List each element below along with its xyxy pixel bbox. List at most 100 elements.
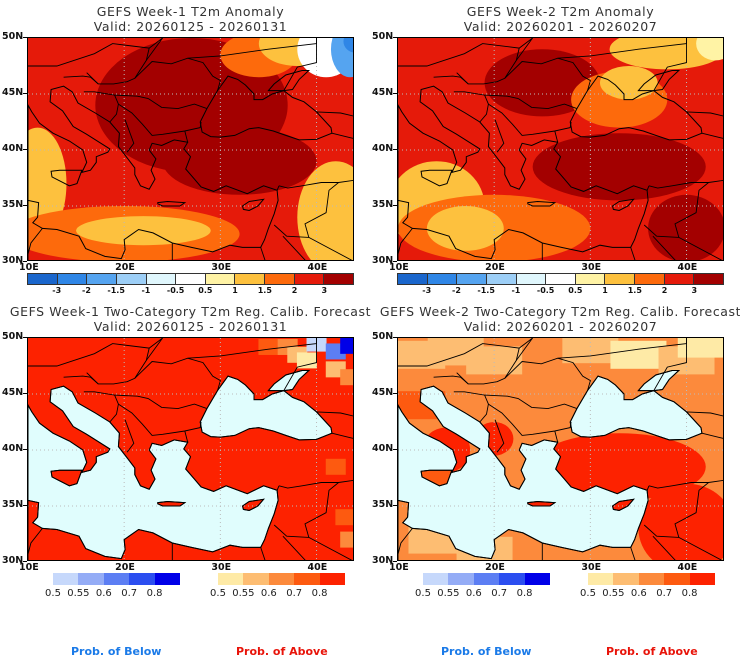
probability-region xyxy=(638,483,723,560)
anomaly-region xyxy=(532,133,706,201)
country-border xyxy=(28,338,163,367)
country-border xyxy=(283,338,317,391)
coastline xyxy=(157,200,187,207)
colorbar-label: -2 xyxy=(452,286,461,295)
colorbar-swatch xyxy=(218,573,244,585)
colorbar-swatch xyxy=(613,573,639,585)
anomaly-region xyxy=(426,206,504,251)
country-border xyxy=(653,338,687,391)
colorbar-swatch xyxy=(268,573,295,585)
probability-cell xyxy=(335,509,353,526)
coastline xyxy=(420,469,453,487)
country-border xyxy=(276,185,280,191)
country-border xyxy=(283,38,317,91)
lon-label: 10E xyxy=(389,262,409,273)
colorbar-label: -3 xyxy=(52,286,62,295)
lat-label: 40N xyxy=(372,143,394,154)
country-border xyxy=(643,482,709,538)
colorbar-swatch xyxy=(53,573,79,585)
country-border xyxy=(276,485,280,491)
colorbar-swatch xyxy=(57,274,88,284)
prob-below-colorbar xyxy=(53,573,181,585)
country-border xyxy=(124,419,135,453)
country-border xyxy=(456,47,520,85)
probability-cell xyxy=(340,531,353,548)
colorbar-swatch xyxy=(689,573,716,585)
panel-valid-dates: Valid: 20260125 - 20260131 xyxy=(93,319,288,334)
colorbar-label: -0.5 xyxy=(166,286,185,295)
map-canvas xyxy=(398,338,723,560)
coastline xyxy=(157,500,187,507)
colorbar-label: 1.5 xyxy=(257,286,272,295)
probability-cell xyxy=(325,458,346,475)
probability-cell xyxy=(258,338,279,355)
country-border xyxy=(28,38,163,67)
country-border xyxy=(273,182,339,238)
country-border xyxy=(278,180,353,189)
colorbar-label: 0.55 xyxy=(602,588,625,599)
country-border xyxy=(28,228,43,255)
prob-below-colorbar xyxy=(423,573,551,585)
lat-label: 30N xyxy=(2,255,24,266)
country-border xyxy=(118,103,202,136)
coastline xyxy=(241,198,265,212)
lon-label: 10E xyxy=(19,562,39,573)
country-border xyxy=(398,228,413,255)
colorbar-swatch xyxy=(129,573,155,585)
colorbar-swatch xyxy=(499,573,525,585)
country-border xyxy=(453,391,489,423)
colorbar-label: 0.55 xyxy=(67,588,90,599)
colorbar-label: 0.7 xyxy=(491,588,508,599)
colorbar-swatch xyxy=(423,573,449,585)
country-border xyxy=(282,535,306,560)
lon-label: 20E xyxy=(485,562,505,573)
country-border xyxy=(398,38,533,67)
coastline xyxy=(527,500,557,507)
panel-valid-dates: Valid: 20260201 - 20260207 xyxy=(463,319,658,334)
colorbar-label: 0.5 xyxy=(580,588,596,599)
colorbar-label: 1 xyxy=(602,286,608,295)
country-border xyxy=(316,411,353,417)
lat-label: 30N xyxy=(372,555,394,566)
week1-anomaly-map xyxy=(27,37,354,261)
colorbar-label: 0.7 xyxy=(656,588,673,599)
country-border xyxy=(331,132,353,139)
country-border xyxy=(433,375,469,385)
coastline xyxy=(569,375,703,441)
country-border xyxy=(145,338,163,361)
anomaly-colorbar xyxy=(397,273,724,285)
country-border xyxy=(273,482,339,538)
country-border xyxy=(554,130,559,143)
coastline xyxy=(241,498,265,512)
prob-below-label: Prob. of Below xyxy=(441,645,532,658)
lat-tick xyxy=(23,205,27,206)
lon-label: 40E xyxy=(677,562,698,573)
lat-label: 45N xyxy=(2,387,24,398)
colorbar-swatch xyxy=(116,274,147,284)
country-border xyxy=(686,411,723,417)
colorbar-swatch xyxy=(473,573,500,585)
lat-label: 45N xyxy=(2,87,24,98)
lat-label: 35N xyxy=(2,499,24,510)
colorbar-swatch xyxy=(588,573,614,585)
colorbar-label: -1 xyxy=(141,286,151,295)
lat-tick xyxy=(23,93,27,94)
country-border xyxy=(278,480,353,489)
lat-tick xyxy=(393,337,397,338)
colorbar-swatch xyxy=(546,274,576,284)
country-border xyxy=(398,338,533,367)
country-border xyxy=(488,103,572,136)
colorbar-label: 0.55 xyxy=(232,588,255,599)
coastline xyxy=(267,370,311,392)
colorbar-label: -1 xyxy=(511,286,521,295)
country-border xyxy=(652,535,676,560)
colorbar-label: 0.8 xyxy=(311,588,328,599)
probability-cell xyxy=(340,338,353,354)
country-border xyxy=(646,485,650,491)
country-border xyxy=(648,480,723,489)
colorbar-swatch xyxy=(457,274,487,284)
lat-tick xyxy=(23,337,27,338)
lat-label: 50N xyxy=(2,331,24,342)
lat-label: 50N xyxy=(2,31,24,42)
lat-label: 40N xyxy=(2,443,24,454)
